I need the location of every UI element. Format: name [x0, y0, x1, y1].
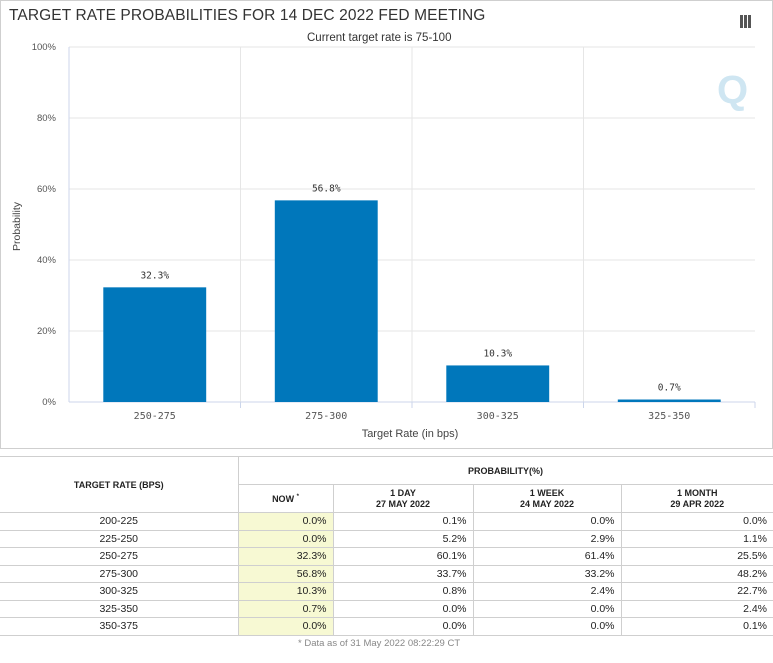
one-week-cell: 0.0%: [472, 599, 622, 618]
bar: [446, 365, 550, 402]
now-cell: 0.0%: [237, 529, 334, 548]
bar: [274, 200, 378, 402]
probability-table: TARGET RATE (BPS) PROBABILITY(%) NOW * 1…: [0, 456, 773, 651]
one-day-cell: 33.7%: [332, 564, 474, 583]
rate-cell: 200-225: [0, 512, 239, 531]
y-tick-label: 60%: [37, 184, 57, 195]
chart-title: TARGET RATE PROBABILITIES FOR 14 DEC 202…: [9, 7, 486, 24]
probability-header: PROBABILITY(%): [237, 456, 773, 485]
x-axis-title: Target Rate (in bps): [362, 428, 459, 440]
bar: [103, 287, 207, 402]
footnote: * Data as of 31 May 2022 08:22:29 CT: [298, 637, 461, 649]
rate-cell: 325-350: [0, 599, 239, 618]
one-month-header-date: 29 APR 2022: [670, 498, 725, 509]
data-label: 32.3%: [140, 270, 169, 281]
y-tick-label: 100%: [32, 42, 57, 53]
rate-cell: 275-300: [0, 564, 239, 583]
now-header: NOW *: [237, 484, 334, 513]
one-week-header-label: 1 WEEK: [529, 487, 565, 498]
table-row: 350-375 0.0% 0.0% 0.0% 0.1%: [0, 617, 773, 636]
data-label: 10.3%: [483, 348, 512, 359]
y-tick-label: 40%: [37, 255, 57, 266]
x-tick-label: 275-300: [305, 411, 347, 422]
one-month-header: 1 MONTH 29 APR 2022: [620, 484, 773, 513]
x-tick-label: 300-325: [477, 411, 519, 422]
now-cell: 0.0%: [237, 617, 334, 636]
rate-cell: 300-325: [0, 582, 239, 601]
rate-cell: 250-275: [0, 547, 239, 566]
now-cell: 0.7%: [237, 599, 334, 618]
table-row: 300-325 10.3% 0.8% 2.4% 22.7%: [0, 582, 773, 601]
one-month-cell: 0.0%: [620, 512, 773, 531]
data-label: 56.8%: [312, 183, 341, 194]
one-month-cell: 0.1%: [620, 617, 773, 636]
one-week-header: 1 WEEK 24 MAY 2022: [472, 484, 622, 513]
one-week-cell: 33.2%: [472, 564, 622, 583]
chart-panel: TARGET RATE PROBABILITIES FOR 14 DEC 202…: [0, 0, 773, 449]
now-cell: 56.8%: [237, 564, 334, 583]
one-day-header-date: 27 MAY 2022: [375, 498, 431, 509]
one-month-cell: 48.2%: [620, 564, 773, 583]
table-row: 275-300 56.8% 33.7% 33.2% 48.2%: [0, 564, 773, 583]
x-tick-label: 250-275: [134, 411, 176, 422]
probability-table-panel: TARGET RATE (BPS) PROBABILITY(%) NOW * 1…: [0, 456, 773, 663]
one-month-cell: 25.5%: [620, 547, 773, 566]
now-header-label: NOW: [272, 494, 295, 504]
rate-cell: 225-250: [0, 529, 239, 548]
rate-cell: 350-375: [0, 617, 239, 636]
chart-subtitle: Current target rate is 75-100: [307, 32, 452, 44]
one-day-header-label: 1 DAY: [390, 487, 416, 498]
table-row: 250-275 32.3% 60.1% 61.4% 25.5%: [0, 547, 773, 566]
footnote-row: * Data as of 31 May 2022 08:22:29 CT: [0, 635, 773, 651]
table-row: 225-250 0.0% 5.2% 2.9% 1.1%: [0, 529, 773, 548]
bar: [617, 399, 721, 402]
target-rate-header: TARGET RATE (BPS): [0, 456, 239, 513]
one-week-cell: 2.9%: [472, 529, 622, 548]
one-day-cell: 60.1%: [332, 547, 474, 566]
one-week-cell: 0.0%: [472, 617, 622, 636]
one-week-cell: 61.4%: [472, 547, 622, 566]
one-month-cell: 2.4%: [620, 599, 773, 618]
q-logo-watermark: Q: [717, 68, 748, 112]
one-day-header: 1 DAY 27 MAY 2022: [332, 484, 474, 513]
table-row: 325-350 0.7% 0.0% 0.0% 2.4%: [0, 599, 773, 618]
one-day-cell: 0.1%: [332, 512, 474, 531]
one-day-cell: 0.0%: [332, 617, 474, 636]
one-month-cell: 1.1%: [620, 529, 773, 548]
data-label: 0.7%: [658, 383, 681, 394]
one-week-cell: 0.0%: [472, 512, 622, 531]
table-row: 200-225 0.0% 0.1% 0.0% 0.0%: [0, 512, 773, 531]
now-header-marker: *: [296, 494, 299, 500]
y-tick-label: 0%: [42, 397, 56, 408]
now-cell: 10.3%: [237, 582, 334, 601]
one-week-header-date: 24 MAY 2022: [519, 498, 575, 509]
one-month-cell: 22.7%: [620, 582, 773, 601]
now-cell: 0.0%: [237, 512, 334, 531]
hamburger-menu-icon-glyph: [740, 15, 751, 28]
y-tick-label: 20%: [37, 326, 57, 337]
hamburger-menu-icon[interactable]: [737, 13, 753, 29]
x-tick-label: 325-350: [648, 411, 690, 422]
y-axis-title: Probability: [11, 201, 23, 251]
bar-chart: Q 0% 20% 40% 60% 80% 100% 32.3% 250-275 56.8% 275-…: [11, 42, 756, 440]
one-day-cell: 0.0%: [332, 599, 474, 618]
one-day-cell: 0.8%: [332, 582, 474, 601]
one-month-header-label: 1 MONTH: [677, 487, 718, 498]
now-cell: 32.3%: [237, 547, 334, 566]
y-tick-label: 80%: [37, 113, 57, 124]
one-day-cell: 5.2%: [332, 529, 474, 548]
one-week-cell: 2.4%: [472, 582, 622, 601]
